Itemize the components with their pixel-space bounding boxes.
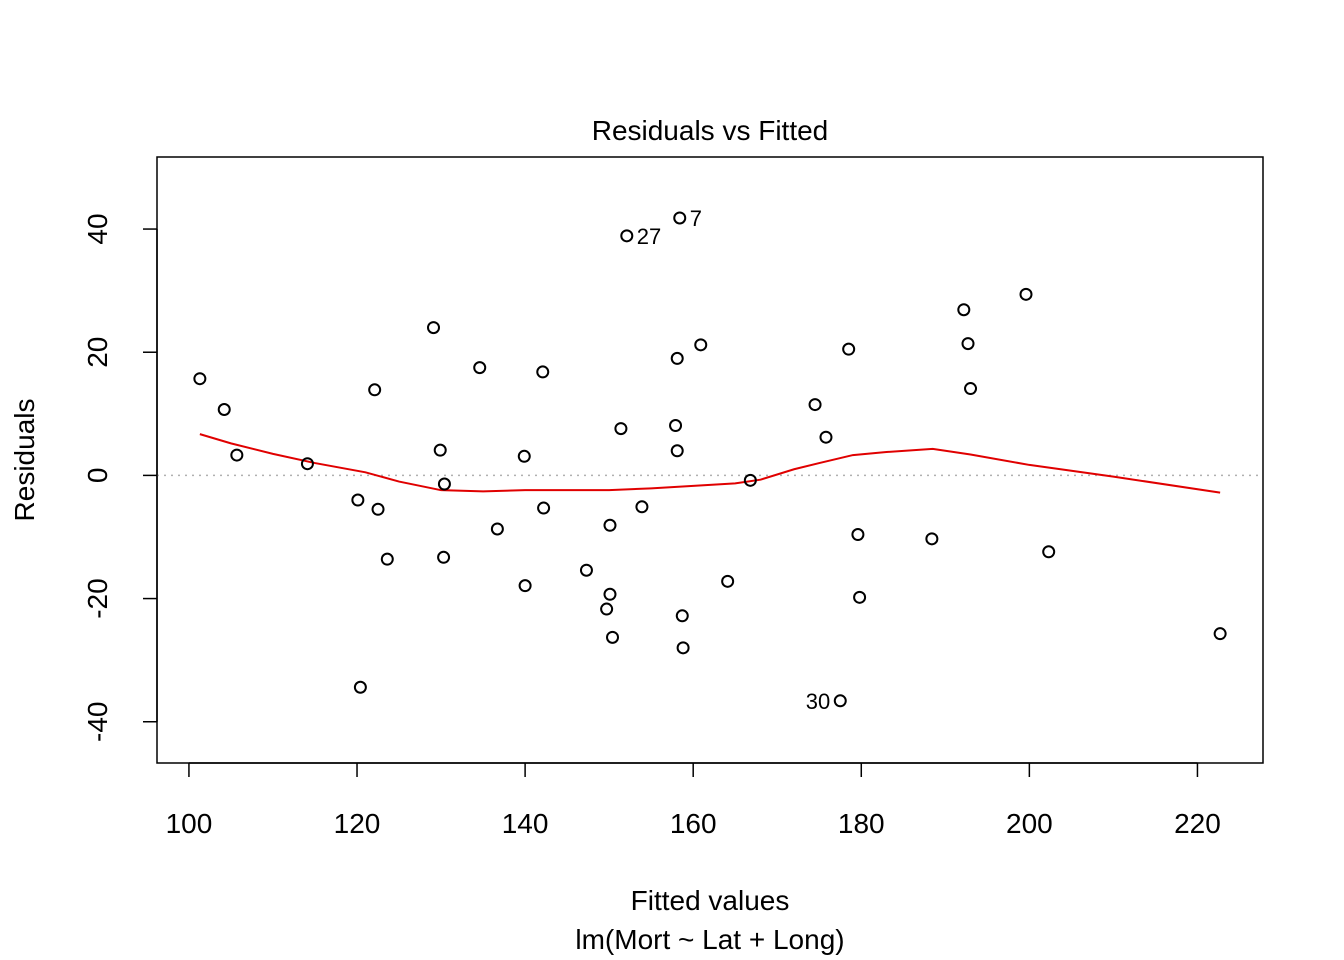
residual-point (673, 211, 687, 225)
x-axis: 100 120 140 160 180 200 220 (166, 762, 1221, 839)
residual-point (694, 338, 708, 352)
x-tick-label: 180 (838, 808, 885, 839)
residual-point (603, 587, 617, 601)
y-axis-label: Residuals (9, 399, 40, 522)
residual-point (669, 419, 683, 433)
residual-point (851, 528, 865, 542)
residual-point (620, 229, 634, 243)
residual-point (603, 518, 617, 532)
residual-point (675, 609, 689, 623)
residual-point (808, 398, 822, 412)
smoothed-trend-line (199, 433, 1221, 494)
chart-title: Residuals vs Fitted (592, 115, 829, 146)
residual-point (433, 443, 447, 457)
x-tick-label: 160 (670, 808, 717, 839)
residual-point (193, 372, 207, 386)
y-axis: -40 -20 0 20 40 (82, 213, 158, 742)
x-tick-label: 120 (334, 808, 381, 839)
residual-point (842, 342, 856, 356)
residual-point (579, 563, 593, 577)
residual-point (1213, 627, 1227, 641)
residual-point (437, 550, 451, 564)
x-tick-label: 220 (1174, 808, 1221, 839)
residual-point (853, 590, 867, 604)
residual-point (600, 602, 614, 616)
residual-points (193, 211, 1227, 708)
point-label: 27 (637, 224, 661, 249)
residual-point (518, 579, 532, 593)
x-tick-label: 100 (166, 808, 213, 839)
y-tick-label: -40 (82, 702, 113, 742)
residual-point (670, 444, 684, 458)
y-tick-label: 40 (82, 213, 113, 244)
residual-point (537, 501, 551, 515)
residual-point (230, 448, 244, 462)
residual-point (676, 641, 690, 655)
residual-point (217, 403, 231, 416)
residual-point (490, 522, 504, 536)
residual-point (961, 337, 975, 351)
point-label: 30 (806, 689, 830, 714)
residual-point (957, 303, 971, 317)
chart-subtitle: lm(Mort ~ Lat + Long) (575, 924, 844, 955)
point-label: 7 (690, 206, 702, 231)
y-tick-label: 0 (82, 468, 113, 484)
x-tick-label: 200 (1006, 808, 1053, 839)
residual-point (351, 493, 365, 507)
residual-point (964, 382, 978, 396)
residual-point (1042, 545, 1056, 559)
residual-point (536, 365, 550, 379)
residual-point (371, 502, 385, 516)
residual-point (1019, 287, 1033, 301)
residual-point (743, 473, 757, 487)
residual-point (380, 552, 394, 566)
residual-point (721, 574, 735, 588)
residual-point (427, 321, 440, 335)
x-axis-label: Fitted values (631, 885, 790, 916)
residual-point (368, 383, 382, 397)
residual-point (925, 532, 939, 546)
outlier-labels: 7 27 30 (637, 206, 830, 714)
residual-point (833, 694, 847, 708)
residual-point (437, 477, 451, 491)
residual-point (606, 630, 620, 644)
residual-point (635, 500, 649, 514)
residual-point (517, 449, 531, 463)
residual-point (819, 430, 833, 444)
residual-point (670, 351, 684, 365)
y-tick-label: 20 (82, 337, 113, 368)
residual-point (614, 422, 628, 436)
x-tick-label: 140 (502, 808, 549, 839)
plot-frame (156, 156, 1264, 764)
residual-point (353, 680, 367, 694)
residual-point (300, 457, 314, 471)
y-tick-label: -20 (82, 578, 113, 618)
residual-point (473, 361, 487, 375)
